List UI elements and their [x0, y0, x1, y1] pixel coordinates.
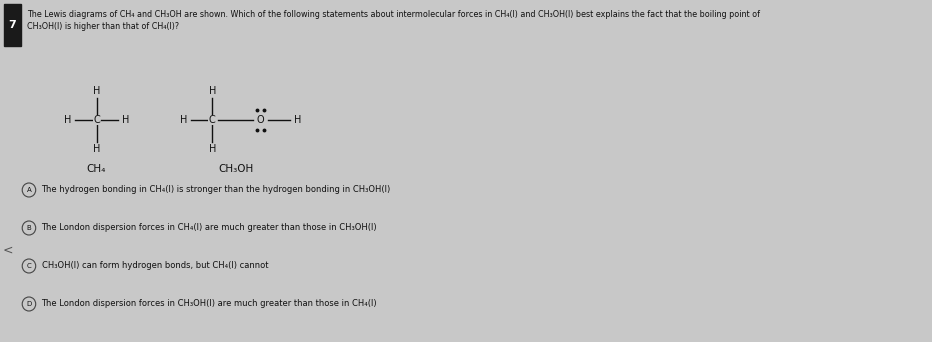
Text: H: H: [209, 144, 216, 154]
Text: H: H: [180, 115, 187, 125]
Text: 7: 7: [8, 20, 17, 30]
Text: H: H: [294, 115, 301, 125]
FancyBboxPatch shape: [4, 4, 21, 46]
Text: H: H: [64, 115, 71, 125]
Text: C: C: [93, 115, 100, 125]
Text: CH₃OH(l) is higher than that of CH₄(l)?: CH₃OH(l) is higher than that of CH₄(l)?: [27, 22, 179, 31]
Text: B: B: [27, 225, 32, 231]
Text: CH₃OH: CH₃OH: [219, 164, 254, 174]
Text: C: C: [209, 115, 215, 125]
Text: <: <: [3, 244, 13, 256]
Text: D: D: [26, 301, 32, 307]
Text: H: H: [209, 86, 216, 96]
Text: H: H: [93, 144, 101, 154]
Text: C: C: [27, 263, 32, 269]
Text: CH₃OH(l) can form hydrogen bonds, but CH₄(l) cannot: CH₃OH(l) can form hydrogen bonds, but CH…: [42, 262, 268, 271]
Text: CH₄: CH₄: [87, 164, 106, 174]
Text: The hydrogen bonding in CH₄(l) is stronger than the hydrogen bonding in CH₃OH(l): The hydrogen bonding in CH₄(l) is strong…: [42, 185, 391, 195]
Text: H: H: [93, 86, 101, 96]
Text: The Lewis diagrams of CH₄ and CH₃OH are shown. Which of the following statements: The Lewis diagrams of CH₄ and CH₃OH are …: [27, 10, 760, 19]
Text: A: A: [27, 187, 32, 193]
Text: O: O: [257, 115, 265, 125]
Text: The London dispersion forces in CH₄(l) are much greater than those in CH₃OH(l): The London dispersion forces in CH₄(l) a…: [42, 224, 377, 233]
Text: The London dispersion forces in CH₃OH(l) are much greater than those in CH₄(l): The London dispersion forces in CH₃OH(l)…: [42, 300, 377, 308]
Text: H: H: [122, 115, 130, 125]
